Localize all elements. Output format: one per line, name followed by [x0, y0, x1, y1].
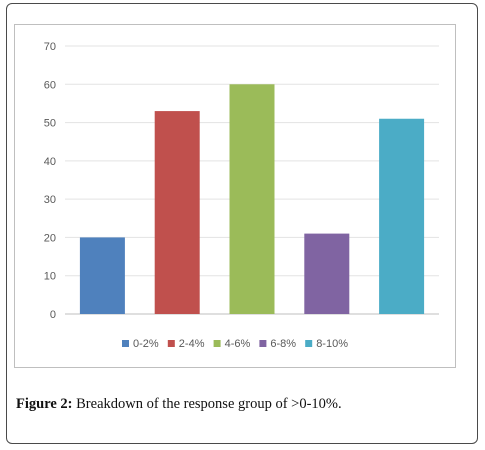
legend-swatch — [167, 340, 175, 347]
bar-4-6% — [229, 84, 275, 315]
y-tick-label: 50 — [44, 118, 56, 130]
figure-caption: Figure 2: Breakdown of the response grou… — [16, 396, 466, 413]
legend: 0-2% 2-4% 4-6% 6-8% 8-10% — [122, 338, 348, 350]
legend-swatch — [305, 340, 313, 347]
caption-label: Figure 2: — [16, 396, 73, 412]
bar-8-10% — [379, 118, 425, 314]
y-axis-ticks: 0 10 20 30 40 50 60 70 — [44, 41, 56, 321]
legend-swatch — [259, 340, 267, 347]
y-tick-label: 40 — [44, 156, 56, 168]
legend-label: 4-6% — [225, 338, 251, 350]
legend-label: 6-8% — [270, 338, 296, 350]
y-tick-label: 10 — [44, 271, 56, 283]
y-tick-label: 70 — [44, 41, 56, 53]
legend-label: 2-4% — [179, 338, 205, 350]
bar-0-2% — [79, 237, 125, 314]
y-tick-label: 0 — [50, 309, 56, 321]
legend-label: 0-2% — [133, 338, 159, 350]
bar-2-4% — [154, 111, 200, 314]
y-tick-label: 60 — [44, 79, 56, 91]
legend-swatch — [122, 340, 129, 347]
bars — [79, 84, 425, 315]
y-tick-label: 30 — [44, 194, 56, 206]
bar-6-8% — [304, 233, 350, 314]
caption-text: Breakdown of the response group of >0-10… — [72, 396, 342, 412]
y-tick-label: 20 — [44, 232, 56, 244]
legend-swatch — [213, 340, 221, 347]
legend-label: 8-10% — [316, 338, 348, 350]
